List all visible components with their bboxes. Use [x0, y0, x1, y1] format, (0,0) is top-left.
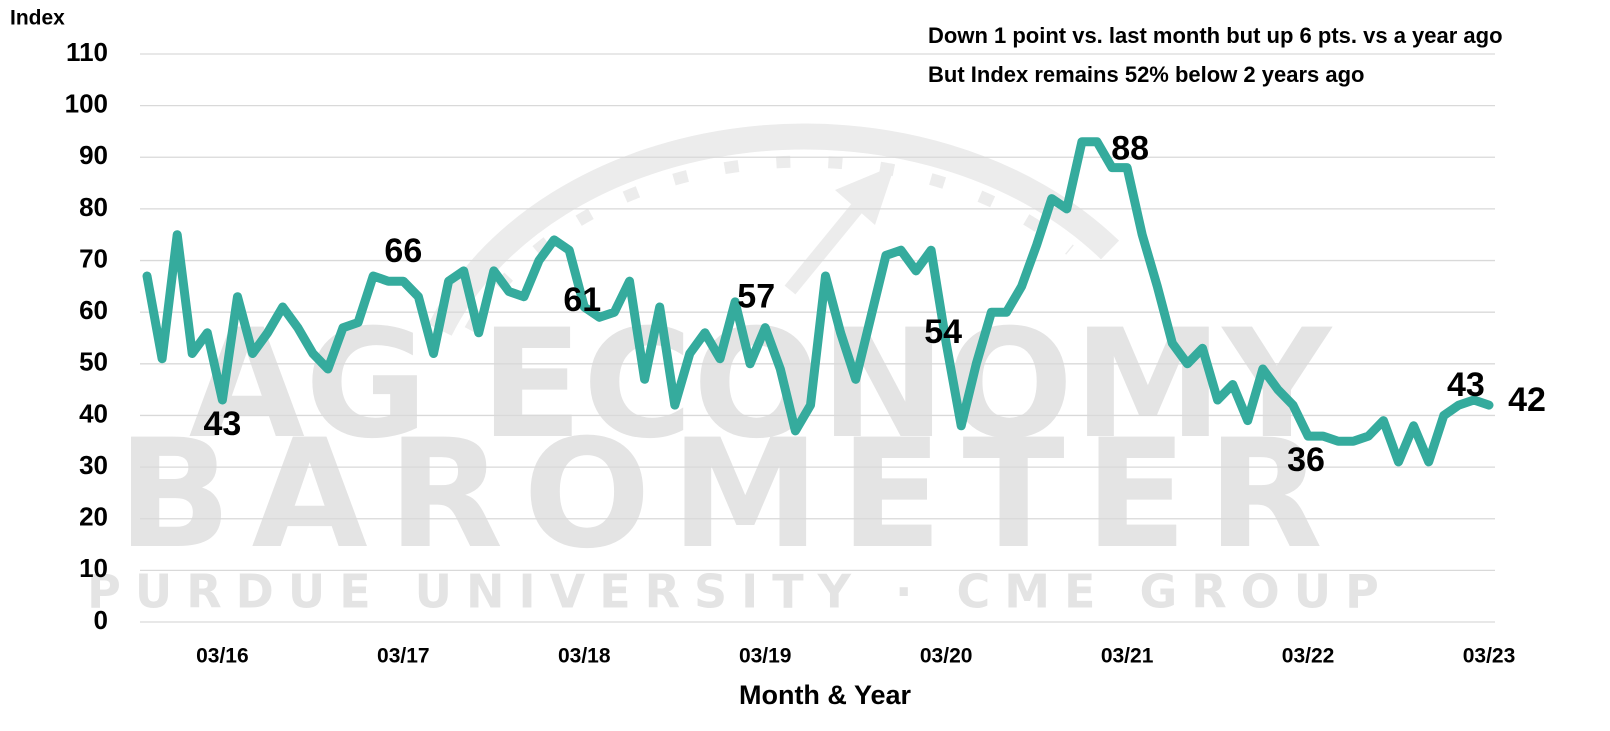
y-tick-label: 0	[94, 605, 108, 635]
data-label: 43	[1447, 366, 1485, 404]
y-tick-label: 90	[79, 140, 108, 170]
annotation: Down 1 point vs. last month but up 6 pts…	[928, 23, 1503, 48]
x-tick-label: 03/20	[920, 645, 973, 668]
data-label: 61	[563, 281, 601, 319]
x-tick-label: 03/18	[558, 645, 611, 668]
data-label: 66	[384, 232, 422, 270]
data-label: 54	[924, 313, 962, 351]
y-tick-label: 110	[66, 37, 108, 67]
y-tick-label: 40	[79, 398, 108, 428]
y-tick-label: 50	[79, 347, 108, 377]
y-tick-label: 60	[79, 295, 108, 325]
y-tick-label: 10	[79, 553, 108, 583]
annotation: But Index remains 52% below 2 years ago	[928, 62, 1365, 87]
y-tick-label: 100	[65, 89, 108, 119]
y-tick-label: 70	[79, 243, 108, 273]
data-label: 43	[203, 405, 241, 443]
watermark-line: PURDUE UNIVERSITY · CME GROUP	[87, 565, 1393, 619]
y-axis-label: Index	[10, 7, 65, 30]
x-tick-label: 03/17	[377, 645, 430, 668]
data-label: 57	[737, 278, 775, 316]
data-label: 88	[1111, 130, 1149, 168]
series-line	[142, 137, 1494, 467]
x-tick-label: 03/19	[739, 645, 792, 668]
y-tick-label: 20	[79, 502, 108, 532]
x-tick-label: 03/22	[1282, 645, 1335, 668]
watermark-line: BAROMETER	[117, 408, 1342, 582]
data-label: 36	[1287, 441, 1325, 479]
x-tick-label: 03/23	[1463, 645, 1516, 668]
y-tick-label: 30	[79, 450, 108, 480]
watermark-gauge	[428, 123, 1120, 336]
x-tick-label: 03/16	[196, 645, 249, 668]
data-label: 42	[1508, 381, 1546, 419]
x-axis-label: Month & Year	[739, 680, 912, 710]
x-tick-label: 03/21	[1101, 645, 1154, 668]
y-tick-label: 80	[79, 192, 108, 222]
